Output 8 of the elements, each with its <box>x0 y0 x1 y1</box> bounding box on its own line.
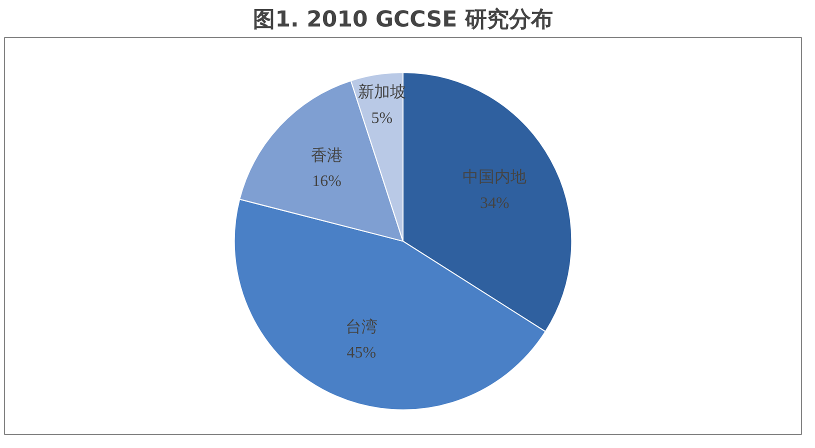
data-label: 45% <box>346 344 376 362</box>
slice-label: 香港 <box>310 146 343 164</box>
data-label: 34% <box>480 194 510 212</box>
data-label: 16% <box>312 173 342 190</box>
slice-label: 中国内地 <box>462 168 527 186</box>
data-label: 5% <box>371 110 393 128</box>
slice-label: 台湾 <box>345 318 378 336</box>
chart-title: 图1. 2010 GCCSE 研究分布 <box>253 6 553 32</box>
